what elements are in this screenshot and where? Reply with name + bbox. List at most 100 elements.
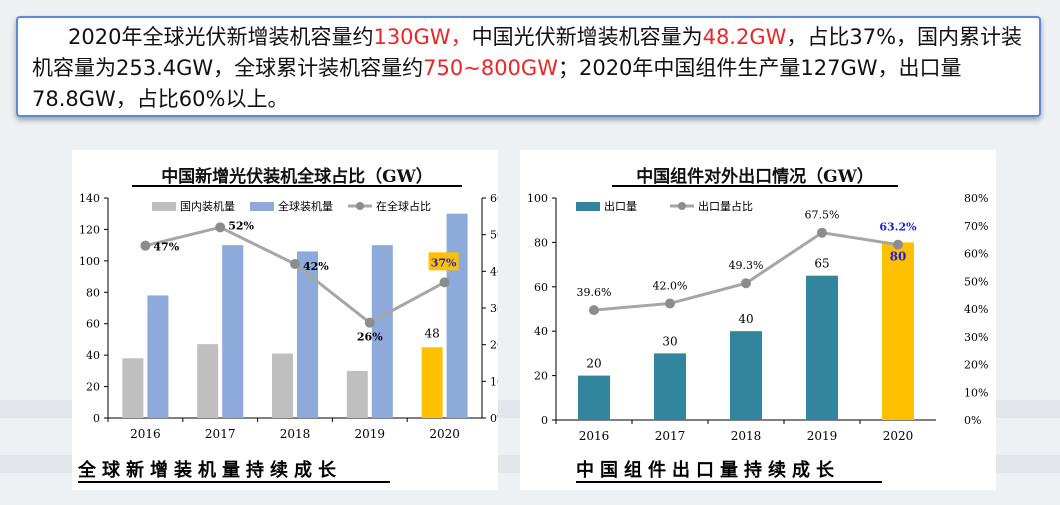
left-caption-underline (78, 481, 390, 483)
y-tick-label: 20 (86, 381, 100, 394)
y2-tick-label: 40% (490, 265, 498, 278)
y2-tick-label: 30% (964, 331, 988, 344)
y2-tick-label: 20% (490, 339, 498, 352)
share-label-bg (428, 252, 459, 271)
share-label: 63.2% (879, 221, 917, 234)
share-label: 49.3% (729, 259, 764, 272)
bar-domestic (197, 344, 219, 418)
bar-value-label: 20 (586, 357, 601, 371)
bar-value-label: 30 (662, 334, 677, 348)
intro-text-2: 中国光伏新增装机容量为 (471, 25, 703, 49)
y-tick-label: 40 (86, 349, 100, 362)
x-tick-label: 2020 (883, 429, 914, 443)
bar-global (371, 245, 393, 418)
share-label: 37% (431, 256, 457, 269)
x-tick-label: 2016 (130, 427, 161, 441)
share-label: 42.0% (653, 279, 688, 292)
bar-domestic (421, 347, 443, 418)
share-point (439, 277, 450, 288)
legend-marker-share (678, 202, 686, 210)
y2-tick-label: 0% (490, 412, 498, 425)
y-tick-label: 80 (86, 286, 100, 299)
summary-callout: 2020年全球光伏新增装机容量约130GW，中国光伏新增装机容量为48.2GW，… (16, 16, 1041, 117)
y-tick-label: 0 (93, 412, 100, 425)
y2-tick-label: 10% (964, 386, 988, 399)
bar-global (222, 245, 244, 418)
left-chart-title: 中国新增光伏装机全球占比（GW） (161, 167, 433, 187)
legend-label-domestic: 国内装机量 (180, 199, 235, 213)
intro-text-4: ；2020年中国组件生产量127GW，出口量78.8GW，占比60%以上。 (32, 56, 962, 111)
share-point (290, 259, 300, 269)
x-tick-label: 2019 (355, 427, 386, 441)
bar-export (806, 275, 838, 420)
x-tick-label: 2018 (280, 427, 311, 441)
right-caption-underline (576, 481, 882, 483)
y2-tick-label: 30% (490, 302, 498, 315)
legend-label-share: 在全球占比 (376, 199, 431, 213)
share-label: 52% (228, 219, 254, 232)
legend-label-global: 全球装机量 (278, 199, 333, 213)
y-tick-label: 100 (79, 255, 100, 268)
left-chart-panel: 中国新增光伏装机全球占比（GW） 0 20 40 60 80 100 120 140 0% 10%… (72, 150, 498, 490)
share-point (893, 239, 903, 250)
x-tick-label: 2019 (807, 429, 838, 443)
intro-text-1: 2020年全球光伏新增装机容量约 (68, 25, 374, 49)
y2-tick-label: 10% (490, 375, 498, 388)
share-label: 42% (303, 260, 329, 273)
bar-global (147, 295, 169, 418)
y-tick-label: 140 (79, 192, 100, 205)
bar-domestic (346, 370, 368, 418)
share-point (817, 227, 827, 238)
share-point (364, 317, 375, 328)
y2-tick-label: 50% (964, 275, 988, 288)
y2-tick-label: 60% (490, 192, 498, 205)
legend-label-export: 出口量 (604, 199, 637, 213)
bar-value-label: 48 (424, 326, 439, 340)
bar-export (578, 375, 610, 420)
intro-highlight-global-cum: 750~800GW (423, 56, 558, 80)
legend-swatch-domestic (152, 202, 176, 211)
x-tick-label: 2018 (731, 429, 762, 443)
bar-export (730, 331, 762, 420)
legend-marker-share (356, 202, 364, 210)
x-tick-label: 2017 (655, 429, 686, 443)
y2-tick-label: 50% (490, 229, 498, 242)
intro-text-3: ，占比37%，国内累计装机容量为253.4GW，全球累计装机容量约 (32, 25, 1023, 80)
bar-domestic (272, 353, 293, 418)
bar-value-label: 40 (738, 312, 753, 326)
share-point (741, 278, 751, 289)
y2-tick-label: 60% (964, 248, 988, 261)
intro-highlight-global-new: 130GW， (373, 25, 472, 49)
y-tick-label: 0 (541, 414, 548, 427)
right-chart: 0 20 40 60 80 100 0% 10% 20% 30% 40% 50% 60% 70% 80% 20… (527, 192, 988, 443)
bar-global (297, 251, 318, 418)
intro-highlight-china-new: 48.2GW (702, 25, 787, 49)
right-chart-title-underline (612, 185, 898, 187)
y-tick-label: 20 (534, 370, 548, 383)
y-tick-label: 60 (86, 318, 100, 331)
share-point (215, 222, 226, 233)
share-point (665, 298, 675, 309)
y2-tick-label: 80% (964, 192, 988, 205)
left-chart-caption: 全球新增装机量持续成长 (78, 460, 342, 481)
right-chart-title: 中国组件对外出口情况（GW） (636, 167, 874, 187)
share-line (145, 225, 446, 325)
left-chart: 0 20 40 60 80 100 120 140 0% 10% 20% 30% 40% 50% 60% 20… (79, 192, 498, 441)
legend-swatch-global (250, 202, 274, 211)
bar-export (654, 353, 686, 420)
share-label: 47% (153, 241, 179, 254)
share-label: 26% (357, 331, 383, 344)
y-tick-label: 40 (534, 325, 548, 338)
bar-value-label: 80 (890, 249, 907, 263)
y2-tick-label: 70% (964, 220, 988, 233)
y-tick-label: 60 (534, 281, 548, 294)
y2-tick-label: 20% (964, 359, 988, 372)
bar-global (446, 213, 468, 418)
x-tick-label: 2017 (205, 427, 236, 441)
right-chart-caption: 中国组件出口量持续成长 (576, 460, 840, 481)
legend-label-share: 出口量占比 (698, 199, 753, 213)
y2-tick-label: 40% (964, 303, 988, 316)
y2-tick-label: 0% (964, 414, 981, 427)
right-chart-panel: 中国组件对外出口情况（GW） 0 20 40 60 80 100 0% 10% 20% 30% 40… (520, 150, 996, 490)
legend-swatch-export (576, 202, 600, 211)
